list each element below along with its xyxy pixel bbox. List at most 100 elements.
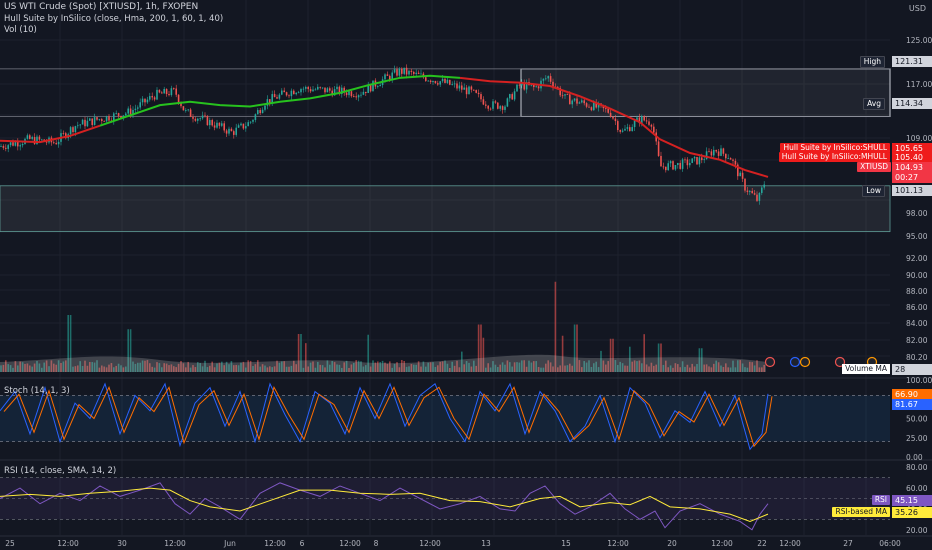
volume-bar <box>717 362 720 372</box>
candle-body <box>449 79 451 85</box>
volume-bar <box>607 361 609 372</box>
volume-bar <box>189 367 192 372</box>
volume-bar <box>638 360 641 372</box>
volume-bar <box>530 362 533 372</box>
candle-body <box>165 88 168 94</box>
volume-bar <box>485 367 487 372</box>
candle-body <box>9 142 12 146</box>
candle-body <box>614 118 617 122</box>
candle-body <box>413 71 415 74</box>
candle-body <box>595 102 597 108</box>
candle-body <box>209 120 211 126</box>
volume-bar <box>547 360 549 372</box>
volume-bar <box>583 361 585 372</box>
volume-bar <box>398 367 401 372</box>
volume-bar <box>103 366 105 372</box>
volume-bar <box>45 360 48 372</box>
candle-body <box>336 86 338 90</box>
volume-legend[interactable]: Vol (10) <box>4 25 37 35</box>
volume-bar <box>69 315 72 372</box>
candle-body <box>329 88 331 91</box>
volume-bar <box>463 364 465 372</box>
candle-body <box>45 141 48 143</box>
volume-bar <box>537 367 540 372</box>
candle-body <box>264 105 266 110</box>
candle-body <box>698 157 701 165</box>
volume-bar <box>43 362 45 372</box>
hull-line-early <box>0 124 101 144</box>
candle-body <box>285 92 288 96</box>
volume-bar <box>149 363 151 372</box>
candle-body <box>199 118 201 120</box>
volume-bar <box>729 367 732 372</box>
candle-body <box>55 143 57 145</box>
candle-body <box>533 84 535 88</box>
volume-bar <box>518 362 521 372</box>
time-tick: 13 <box>481 539 491 548</box>
candle-body <box>386 74 389 76</box>
volume-bar <box>571 365 573 372</box>
volume-bar <box>264 365 266 372</box>
volume-bar <box>29 365 31 372</box>
candle-body <box>377 86 379 87</box>
volume-bar <box>254 364 257 372</box>
volume-bar <box>521 360 523 372</box>
volume-bar <box>180 360 182 372</box>
candle-body <box>689 162 691 166</box>
time-tick: 6 <box>300 539 305 548</box>
candle-body <box>14 142 17 146</box>
time-tick: 12:00 <box>264 539 286 548</box>
volume-bar <box>209 365 211 372</box>
volume-bar <box>653 365 655 372</box>
volume-bar <box>713 363 715 372</box>
volume-bar <box>391 367 393 372</box>
rsi-label[interactable]: RSI (14, close, SMA, 14, 2) <box>4 466 117 476</box>
volume-bar <box>437 365 439 372</box>
candle-body <box>53 142 55 144</box>
rsi-tick: 80.00 <box>906 463 928 472</box>
volume-bar <box>590 366 593 372</box>
volume-bar <box>127 329 129 372</box>
volume-bar <box>667 367 669 372</box>
volume-bar <box>65 360 67 372</box>
candle-body <box>650 124 653 127</box>
candle-body <box>441 78 444 82</box>
volume-bar <box>499 364 501 372</box>
candle-body <box>643 116 645 121</box>
candle-body <box>170 88 173 96</box>
volume-bar <box>552 366 554 372</box>
volume-bar <box>276 360 278 372</box>
volume-bar <box>557 367 559 372</box>
volume-bar <box>319 364 321 372</box>
candle-body <box>341 87 343 95</box>
volume-bar <box>453 365 456 372</box>
candle-body <box>177 94 180 103</box>
rsi-ma-value: 35.26 <box>892 507 932 518</box>
volume-bar <box>271 367 273 372</box>
candle-body <box>753 193 756 195</box>
volume-bar <box>650 362 653 372</box>
candle-body <box>401 68 403 74</box>
lower-range-box <box>0 185 891 232</box>
candle-body <box>480 94 482 100</box>
candle-body <box>137 107 139 109</box>
volume-bar <box>192 365 194 372</box>
candle-body <box>717 151 720 156</box>
volume-bar <box>545 363 547 372</box>
candle-body <box>636 117 638 121</box>
candle-body <box>549 76 552 82</box>
volume-bar <box>422 361 425 372</box>
volume-bar <box>698 348 701 372</box>
avg-price: 114.34 <box>892 98 932 109</box>
volume-bar <box>684 366 686 372</box>
volume-bar <box>549 362 552 372</box>
stoch-label[interactable]: Stoch (14, 1, 3) <box>4 386 70 396</box>
hull-suite-legend[interactable]: Hull Suite by InSilico (close, Hma, 200,… <box>4 14 224 24</box>
event-marker-icon <box>799 356 811 368</box>
volume-bar <box>701 348 703 372</box>
time-tick: 12:00 <box>779 539 801 548</box>
candle-body <box>465 87 468 95</box>
volume-bar <box>494 364 497 372</box>
candle-body <box>38 136 41 140</box>
